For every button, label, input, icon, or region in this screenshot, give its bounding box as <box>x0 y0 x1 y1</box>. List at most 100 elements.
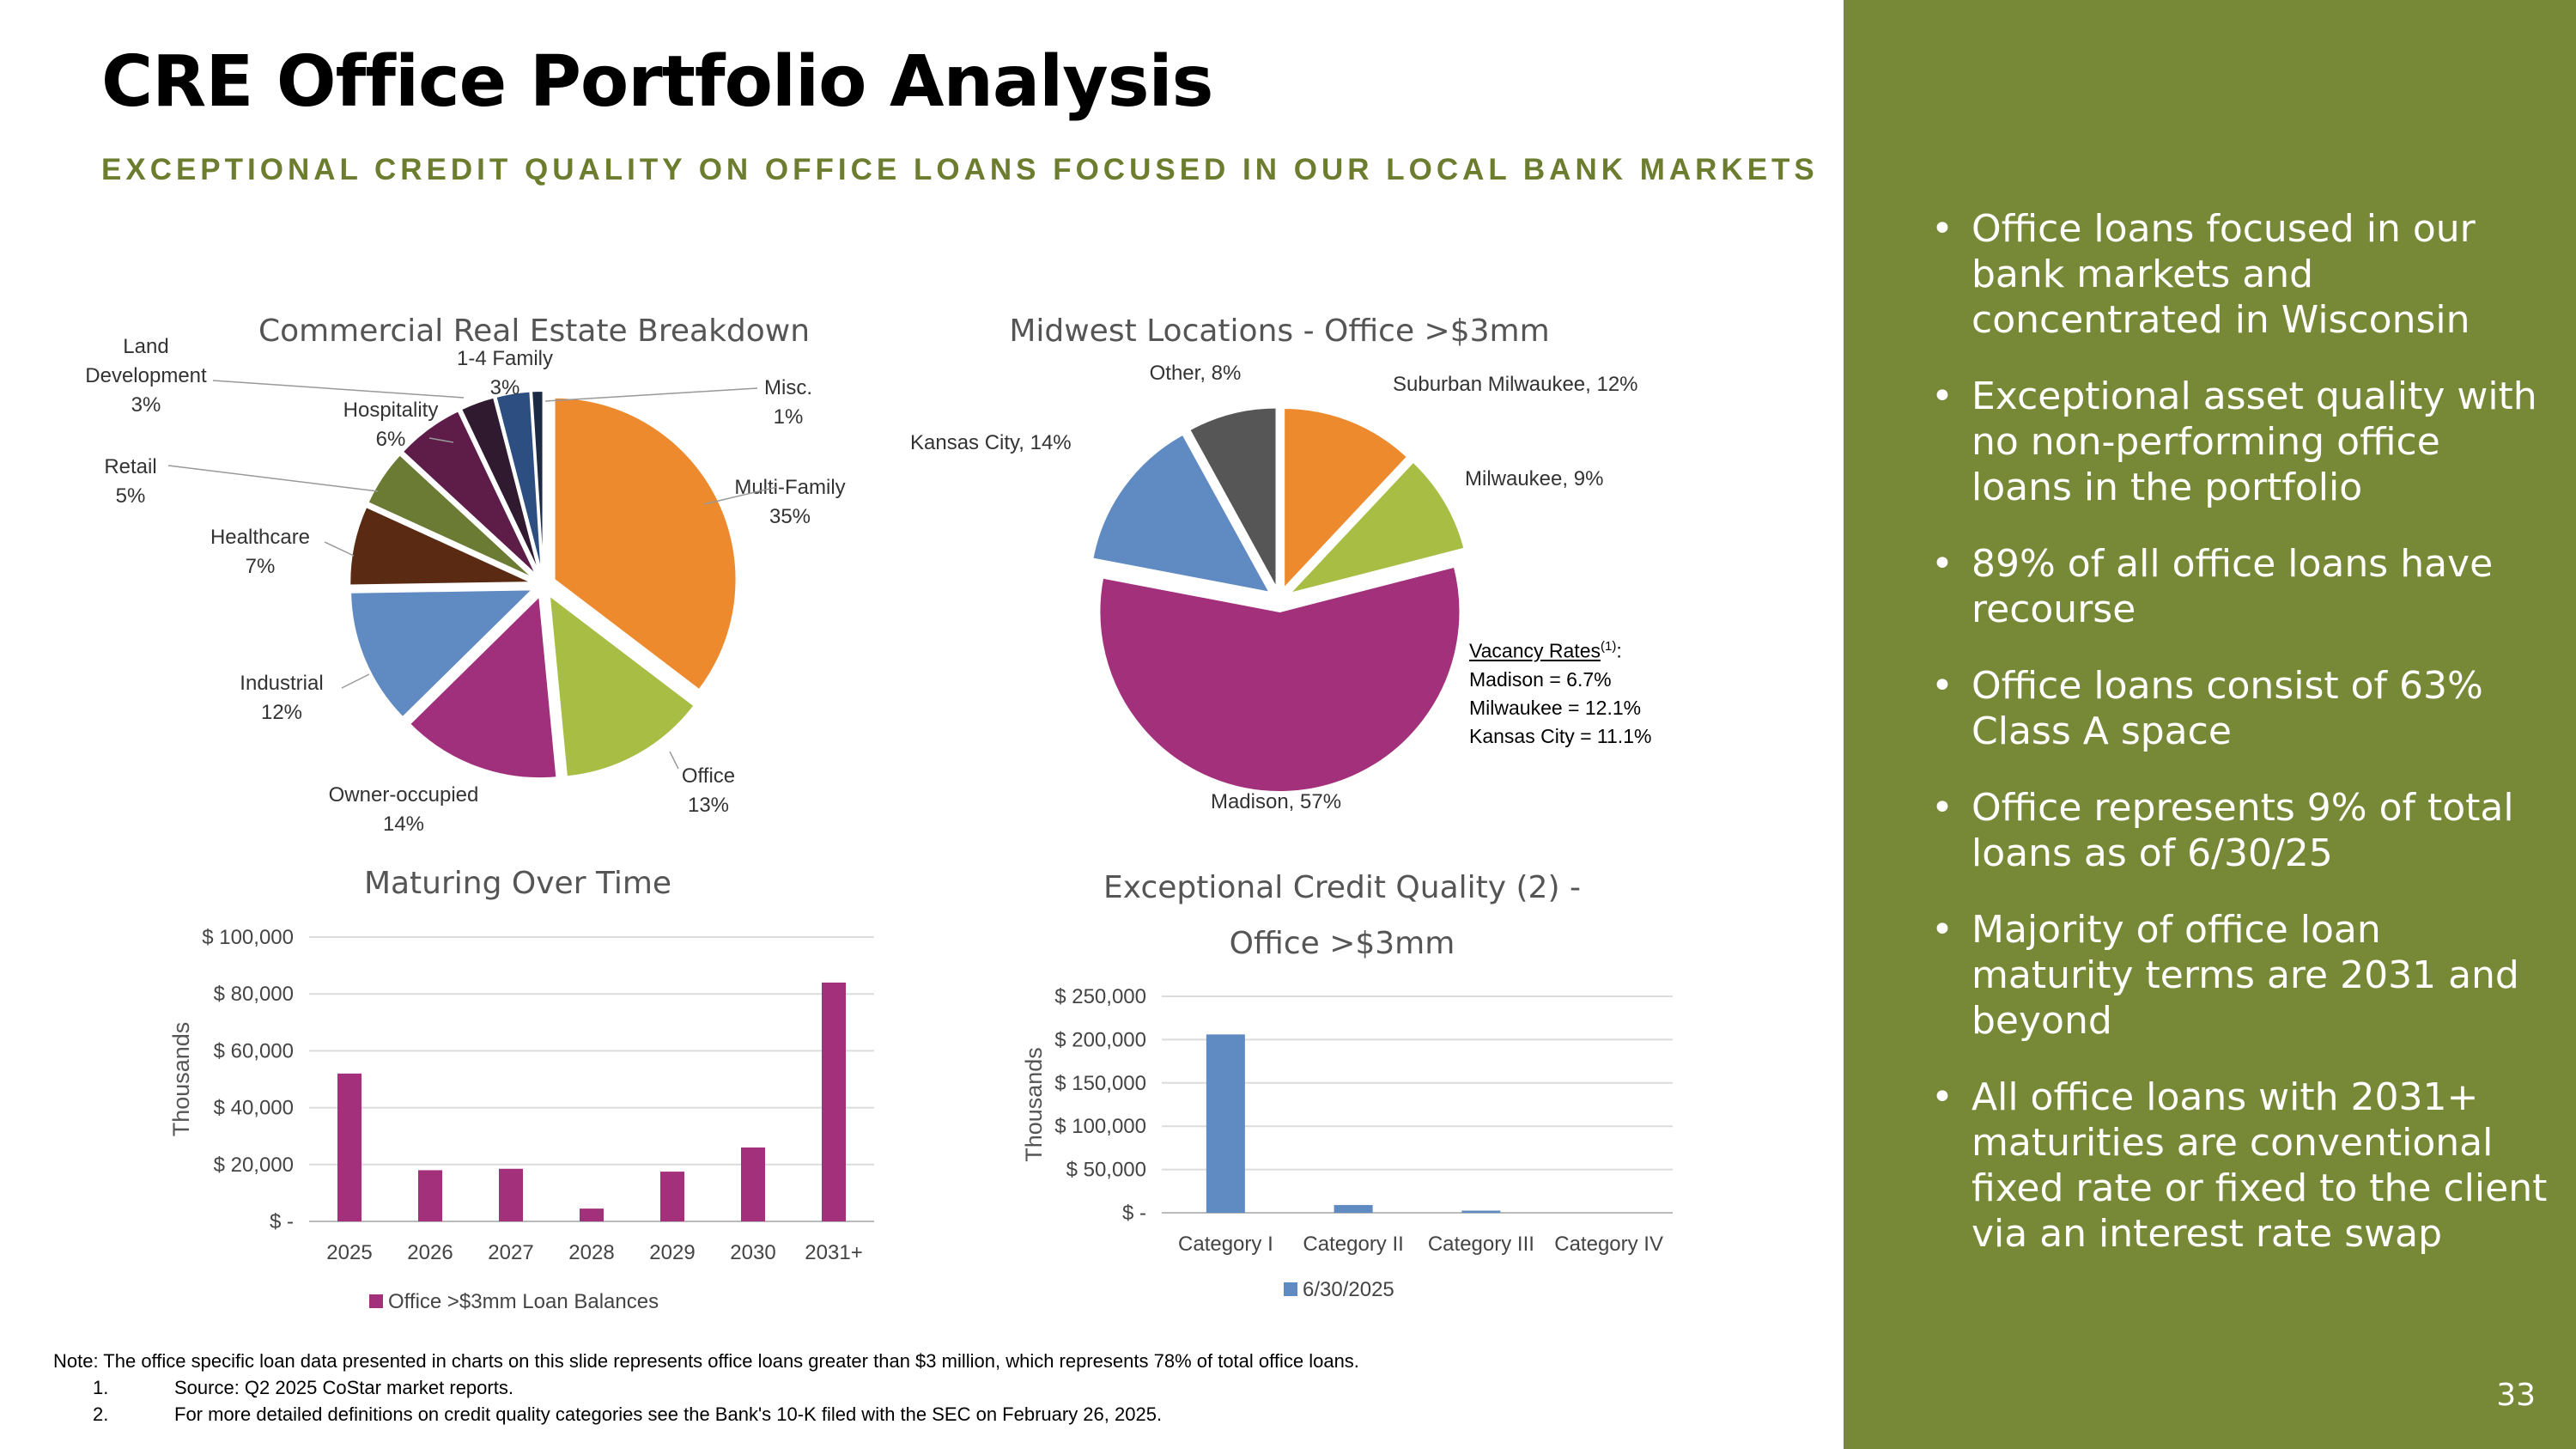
bar-2030 <box>741 1147 765 1221</box>
credit-quality-svg: Exceptional Credit Quality (2) - Office >… <box>1021 870 1673 1301</box>
vacancy-heading-colon: : <box>1616 639 1622 662</box>
x-tick-label: Category IV <box>1554 1233 1663 1256</box>
pie-label-office: Office <box>682 764 735 788</box>
x-tick-label: Category III <box>1428 1233 1534 1256</box>
footnote-2-number: 2. <box>93 1403 109 1425</box>
y-tick-label: $ 40,000 <box>214 1097 294 1120</box>
pie-label-office: 13% <box>688 794 729 817</box>
bar-2031 <box>822 982 846 1221</box>
pie-slice-industrial <box>349 588 535 719</box>
bar-2025 <box>337 1073 361 1221</box>
y-tick-label: $ 250,000 <box>1054 985 1146 1008</box>
key-point-text: All office loans with 2031+ maturities a… <box>1971 1075 2548 1256</box>
chart-title: Midwest Locations - Office >$3mm <box>1009 314 1549 349</box>
pie-slice-hospitality <box>401 409 538 576</box>
pie-slice-office <box>548 594 696 778</box>
key-point-text: Exceptional asset quality with no non-pe… <box>1971 374 2537 509</box>
key-points-panel: • Office loans focused in our bank market… <box>1844 0 2576 1449</box>
pie-label-healthcare: 7% <box>246 555 276 578</box>
midwest-locations-chart: Midwest Locations - Office >$3mm Suburban… <box>902 305 1760 837</box>
pie-leader-retail <box>167 465 379 492</box>
pie-label-1-4-family: 1-4 Family <box>457 347 553 370</box>
page-number: 33 <box>2496 1378 2536 1413</box>
bar-2026 <box>418 1170 442 1221</box>
footnote-2: 2. For more detailed definitions on cred… <box>53 1401 1359 1428</box>
vacancy-madison: Madison = 6.7% <box>1469 667 1612 691</box>
vacancy-heading-footnote: (1) <box>1600 639 1617 654</box>
pie-label-misc: Misc. <box>764 376 812 399</box>
key-point: • 89% of all office loans have recourse <box>1931 541 2549 632</box>
credit-quality-chart: Exceptional Credit Quality (2) - Office >… <box>1013 855 1700 1327</box>
x-tick-label: 2028 <box>568 1241 614 1264</box>
y-tick-label: $ 150,000 <box>1054 1072 1146 1095</box>
footnote-1-text: Source: Q2 2025 CoStar market reports. <box>174 1377 513 1398</box>
pie-label-misc: 1% <box>774 405 804 429</box>
key-point: • Office represents 9% of total loans as … <box>1931 785 2549 876</box>
pie-label-industrial: Industrial <box>240 672 323 695</box>
legend-label: 6/30/2025 <box>1303 1278 1394 1301</box>
y-tick-label: $ 200,000 <box>1054 1028 1146 1051</box>
legend-label: Office >$3mm Loan Balances <box>388 1290 659 1313</box>
y-tick-label: $ - <box>270 1210 294 1233</box>
pie-label-healthcare: Healthcare <box>210 526 310 549</box>
key-point-text: Office represents 9% of total loans as o… <box>1971 786 2514 875</box>
x-tick-label: Category I <box>1178 1233 1273 1256</box>
chart-title: Maturing Over Time <box>364 866 671 901</box>
pie-slice-healthcare <box>349 505 532 587</box>
key-point: • All office loans with 2031+ maturities … <box>1931 1075 2549 1257</box>
chart-title: Office >$3mm <box>1230 926 1455 961</box>
pie-label-industrial: 12% <box>261 701 302 724</box>
key-point: • Majority of office loan maturity terms … <box>1931 907 2549 1044</box>
vacancy-heading: Vacancy Rates <box>1469 639 1601 662</box>
pie-slice-suburban-milwaukee <box>1283 406 1409 591</box>
pie-slice-multi-family <box>553 396 738 691</box>
bar-category-ii <box>1334 1204 1373 1213</box>
pie-label-multi-family: Multi-Family <box>734 476 845 499</box>
vacancy-kansas-city: Kansas City = 11.1% <box>1469 724 1652 747</box>
pie-slice-kansas-city <box>1091 433 1272 594</box>
pie-leader-industrial <box>341 673 370 689</box>
key-point-text: 89% of all office loans have recourse <box>1971 542 2494 631</box>
pie-label-land-development: Development <box>85 364 207 387</box>
x-tick-label: 2030 <box>730 1241 775 1264</box>
footnote-1-number: 1. <box>93 1377 109 1398</box>
pie-slice-retail <box>367 453 535 580</box>
key-points-list: • Office loans focused in our bank market… <box>1931 206 2549 1288</box>
key-point-text: Majority of office loan maturity terms a… <box>1971 908 2519 1043</box>
y-tick-label: $ 80,000 <box>214 983 294 1006</box>
pie-leader-healthcare <box>324 541 355 557</box>
x-tick-label: 2031+ <box>805 1241 862 1264</box>
pie-leader-hospitality <box>428 437 454 443</box>
pie-label-land-development: 3% <box>131 393 161 417</box>
bar-2027 <box>499 1168 523 1221</box>
pie-label-hospitality: Hospitality <box>343 399 439 422</box>
x-tick-label: 2027 <box>488 1241 533 1264</box>
x-tick-label: Category II <box>1303 1233 1403 1256</box>
bullet-dot-icon: • <box>1931 786 1953 830</box>
pie-label-owner-occupied: 14% <box>383 813 424 836</box>
vacancy-rates-box: Vacancy Rates(1): Madison = 6.7% Milwauk… <box>1469 632 1651 751</box>
pie-label-suburban-milwaukee: Suburban Milwaukee, 12% <box>1393 373 1638 396</box>
vacancy-milwaukee: Milwaukee = 12.1% <box>1469 696 1642 719</box>
bullet-dot-icon: • <box>1931 207 1953 251</box>
x-tick-label: 2026 <box>407 1241 453 1264</box>
footnote-main: Note: The office specific loan data pres… <box>53 1350 1359 1372</box>
midwest-locations-svg: Midwest Locations - Office >$3mm Suburban… <box>910 314 1638 813</box>
cre-breakdown-chart: Commercial Real Estate Breakdown Multi-Fa… <box>52 305 936 855</box>
pie-label-retail: Retail <box>104 455 156 478</box>
legend-swatch <box>369 1294 383 1308</box>
pie-slice-misc <box>531 390 544 574</box>
bar-category-i <box>1206 1034 1245 1213</box>
bullet-dot-icon: • <box>1931 664 1953 708</box>
pie-label-1-4-family: 3% <box>490 376 520 399</box>
bar-2029 <box>660 1172 684 1221</box>
cre-breakdown-svg: Commercial Real Estate Breakdown Multi-Fa… <box>85 314 845 836</box>
bullet-dot-icon: • <box>1931 1075 1953 1119</box>
chart-title: Commercial Real Estate Breakdown <box>258 314 810 349</box>
y-axis-title: Thousands <box>1021 1047 1047 1162</box>
pie-slice-milwaukee <box>1286 460 1466 595</box>
pie-label-kansas-city: Kansas City, 14% <box>910 431 1072 454</box>
bar-category-iii <box>1461 1210 1501 1213</box>
x-tick-label: 2025 <box>326 1241 372 1264</box>
footnotes: Note: The office specific loan data pres… <box>53 1348 1359 1428</box>
